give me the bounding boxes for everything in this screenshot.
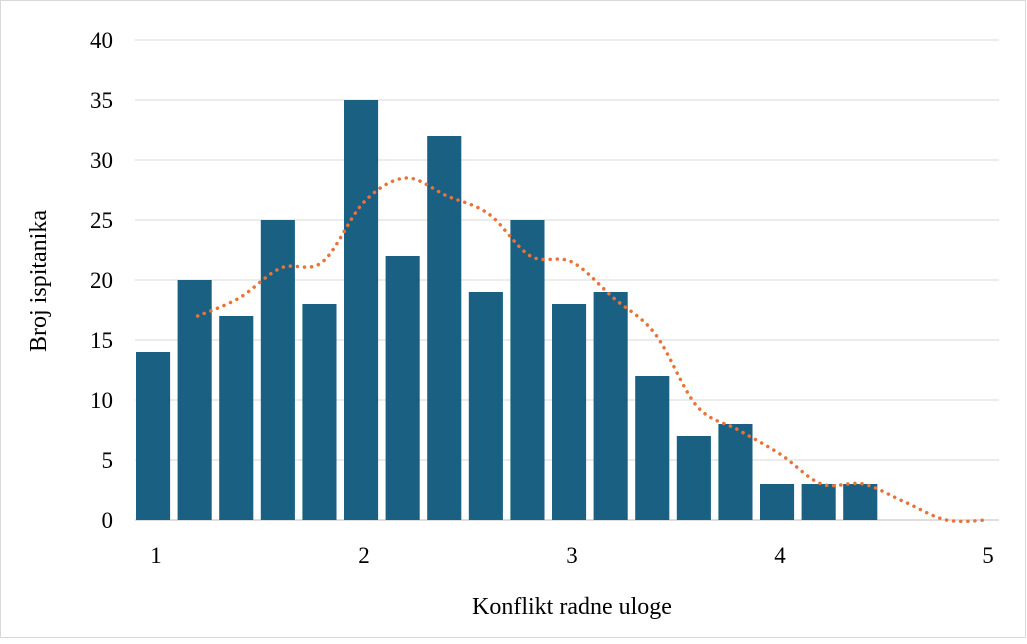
bar bbox=[468, 292, 503, 520]
bar bbox=[427, 136, 462, 520]
bar bbox=[801, 484, 836, 520]
bar bbox=[635, 376, 670, 520]
bar bbox=[344, 100, 379, 520]
y-tick-label: 0 bbox=[102, 508, 114, 533]
y-axis-title: Broj ispitanika bbox=[26, 210, 52, 352]
y-tick-label: 20 bbox=[90, 268, 113, 293]
bar bbox=[843, 484, 878, 520]
x-tick-label: 1 bbox=[150, 543, 162, 568]
y-tick-label: 25 bbox=[90, 208, 113, 233]
bar bbox=[676, 436, 711, 520]
bar bbox=[136, 352, 171, 520]
bar bbox=[718, 424, 753, 520]
bar bbox=[219, 316, 254, 520]
bar bbox=[510, 220, 545, 520]
trendline bbox=[195, 176, 990, 524]
bar bbox=[177, 280, 212, 520]
x-tick-label: 3 bbox=[566, 543, 578, 568]
y-tick-label: 5 bbox=[102, 448, 114, 473]
y-tick-label: 15 bbox=[90, 328, 113, 353]
y-tick-label: 40 bbox=[90, 28, 113, 53]
x-axis-ticks: 1 2 3 4 5 bbox=[150, 543, 994, 568]
bar bbox=[593, 292, 628, 520]
bar bbox=[760, 484, 795, 520]
bar bbox=[385, 256, 420, 520]
y-tick-label: 35 bbox=[90, 88, 113, 113]
bar bbox=[302, 304, 337, 520]
x-axis-title: Konflikt radne uloge bbox=[472, 594, 672, 620]
x-tick-label: 2 bbox=[358, 543, 370, 568]
x-tick-label: 4 bbox=[774, 543, 786, 568]
y-tick-label: 30 bbox=[90, 148, 113, 173]
bars bbox=[136, 100, 878, 520]
bar bbox=[552, 304, 587, 520]
y-axis-ticks: 0 5 10 15 20 25 30 35 40 bbox=[90, 28, 113, 533]
x-tick-label: 5 bbox=[982, 543, 994, 568]
y-tick-label: 10 bbox=[90, 388, 113, 413]
